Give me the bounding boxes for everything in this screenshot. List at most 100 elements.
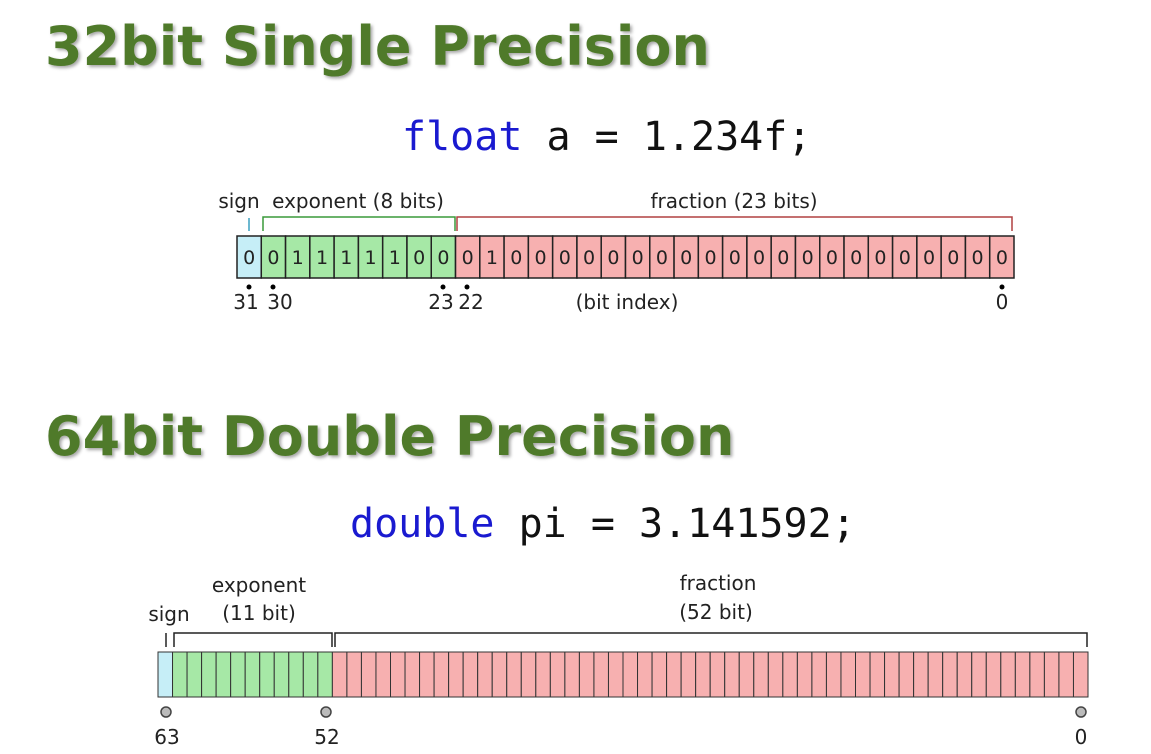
- bit-cell: [236, 235, 263, 279]
- bit-cell: [578, 651, 595, 698]
- bit-digit: 0: [510, 247, 522, 269]
- bit-cell: [201, 651, 217, 698]
- bit-cell: [535, 651, 551, 698]
- bit-cell: [317, 651, 333, 698]
- bit-digit: 0: [656, 247, 668, 269]
- exponent-label: exponent: [212, 573, 306, 597]
- bit-cell: [869, 651, 886, 698]
- bit-cell: [454, 235, 481, 279]
- bit-cell: [346, 651, 362, 698]
- bit-cell: [1058, 651, 1074, 698]
- fraction-label: fraction: [680, 571, 757, 595]
- bit-cell: [724, 651, 740, 698]
- bit-index: 23: [428, 290, 453, 314]
- bit-cell: [666, 651, 682, 698]
- bit-cell: [419, 651, 435, 698]
- bit-digit: 0: [874, 247, 886, 269]
- bit-cell: [637, 651, 653, 698]
- bit-cell: [462, 651, 479, 698]
- keyword: double: [350, 501, 495, 547]
- index-dots: [160, 706, 1087, 718]
- bit-cell: [520, 651, 537, 698]
- bit-cell: [230, 651, 246, 698]
- bit-cell: [988, 235, 1015, 279]
- index-dots: [246, 284, 1005, 290]
- bit-digit: 1: [316, 247, 328, 269]
- bit-cell: [843, 235, 870, 279]
- bit-cell: [333, 235, 360, 279]
- title: 64bit Double Precision: [45, 405, 734, 468]
- bit-cell: [172, 651, 188, 698]
- bit-digit: 1: [365, 247, 377, 269]
- code-line: float a = 1.234f;: [402, 114, 811, 160]
- bit-cell: [1000, 651, 1016, 698]
- bit-cell: [794, 235, 821, 279]
- bit-cell: [1043, 651, 1060, 698]
- sign-label: sign: [218, 189, 259, 213]
- bit-cell: [404, 651, 421, 698]
- title: 32bit Single Precision: [45, 15, 710, 78]
- bit-cell: [624, 235, 651, 279]
- bit-cell: [448, 651, 464, 698]
- bit-digit: 1: [486, 247, 498, 269]
- bit-cell: [1014, 651, 1031, 698]
- bit-digit: 1: [292, 247, 304, 269]
- bit-digit: 0: [947, 247, 959, 269]
- bit-digit: 0: [899, 247, 911, 269]
- bit-digit: 1: [340, 247, 352, 269]
- bit-digit: 0: [826, 247, 838, 269]
- bit-cell: [593, 651, 609, 698]
- bit-cell: [651, 651, 668, 698]
- bit-cell: [433, 651, 450, 698]
- bit-cell: [738, 651, 755, 698]
- bit-digit: 0: [632, 247, 644, 269]
- bit-cell: [1072, 651, 1089, 698]
- bit-cell: [985, 651, 1002, 698]
- bit-cell: [622, 651, 639, 698]
- bit-index: 63: [154, 725, 179, 749]
- bit-cell: [503, 235, 530, 279]
- bit-cell: [891, 235, 918, 279]
- bit-cell: [825, 651, 842, 698]
- bit-cell: [964, 235, 991, 279]
- bit-digit: 0: [923, 247, 935, 269]
- bit-cell: [157, 651, 174, 698]
- bit-cell: [649, 235, 675, 279]
- bit-digit: 0: [243, 247, 255, 269]
- bit-digit: 0: [802, 247, 814, 269]
- bit-cell: [406, 235, 432, 279]
- bit-cell: [375, 651, 391, 698]
- bit-index: 31: [233, 290, 258, 314]
- bit-cell: [357, 235, 384, 279]
- bit-index-caption: (bit index): [576, 290, 679, 314]
- bit-cell: [709, 651, 726, 698]
- bit-index: 52: [314, 725, 339, 749]
- fraction-label: fraction (23 bits): [650, 189, 817, 213]
- fraction-bits: (52 bit): [679, 600, 753, 624]
- bit-cell: [680, 651, 697, 698]
- bit-index: 0: [996, 290, 1009, 314]
- bit-digit: 0: [583, 247, 595, 269]
- bit-cell: [971, 651, 987, 698]
- bit-cell: [244, 651, 261, 698]
- bit-cell: [506, 651, 522, 698]
- bit-cell: [309, 235, 335, 279]
- bit-digit: 0: [729, 247, 741, 269]
- bit-digit: 0: [559, 247, 571, 269]
- bit-cell: [884, 651, 900, 698]
- bit-cell: [259, 651, 275, 698]
- bit-cell: [927, 651, 944, 698]
- exponent-label: exponent (8 bits): [272, 189, 444, 213]
- code-rest: a = 1.234f;: [547, 114, 812, 160]
- bit-cell: [527, 235, 554, 279]
- bit-cell: [1029, 651, 1045, 698]
- bit-cell: [867, 235, 894, 279]
- bit-index: 22: [458, 290, 483, 314]
- bit-cell: [302, 651, 319, 698]
- bit-cell: [479, 235, 505, 279]
- bit-digit: 0: [850, 247, 862, 269]
- bit-cell: [288, 651, 304, 698]
- bit-cell: [753, 651, 769, 698]
